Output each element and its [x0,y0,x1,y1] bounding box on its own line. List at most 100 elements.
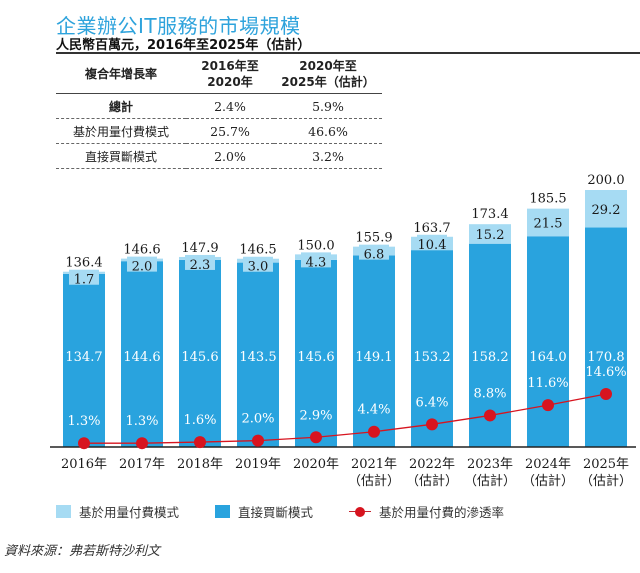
cagr-header-text: 2016年至 [201,59,259,73]
legend-item-penetration: 基於用量付費的滲透率 [349,502,504,521]
legend-label: 基於用量付費模式 [79,505,180,520]
bar-usage-label-bg [243,256,273,272]
bar-usage-label: 29.2 [592,203,621,218]
bar-buyout [237,262,279,447]
chart-title: 企業辦公IT服務的市場規模 [56,14,301,38]
penetration-point [252,434,264,447]
penetration-point [368,425,380,438]
bar-total-label: 147.9 [181,241,218,256]
cagr-header-period2: 2020年至 2025年（估計） [274,55,382,94]
cagr-value: 46.6% [308,123,348,139]
penetration-point [600,387,612,400]
penetration-label: 1.3% [67,414,100,429]
cagr-row-label: 直接買斷模式 [84,149,157,164]
x-tick-label: （估計） [464,473,516,489]
penetration-point [78,437,90,450]
x-tick-label: 2017年 [119,457,165,472]
bar-usage-label-bg [127,256,157,272]
bar-buyout-label: 153.2 [413,350,450,365]
bar-buyout [179,259,221,447]
cagr-value: 3.2% [312,148,344,164]
cagr-header-row: 複合年增長率 2016年至 2020年 2020年至 2025年（估計） [56,55,382,94]
bar-usage-label-bg [417,234,447,250]
bar-buyout [353,255,395,447]
bar-total-label: 155.9 [355,231,392,246]
cagr-header-text: 複合年增長率 [84,67,157,81]
penetration-label: 6.4% [415,395,448,410]
chart-subtitle: 人民幣百萬元，2016年至2025年（估計） [56,38,311,53]
x-tick-label: 2018年 [177,457,223,472]
penetration-label: 8.8% [473,386,506,401]
bar-buyout-label: 158.2 [471,350,508,365]
bar-usage-label: 15.2 [476,228,505,243]
bar-buyout-label: 145.6 [181,350,218,365]
x-tick-label: （估計） [522,473,574,489]
penetration-label: 11.6% [527,376,568,391]
cagr-value: 2.0% [214,148,246,164]
x-tick-label: 2021年 [351,457,397,472]
cagr-row-label: 基於用量付費模式 [72,124,169,139]
x-tick-label: （估計） [406,473,458,489]
bar-total-label: 200.0 [587,173,624,188]
line-dot-icon [349,506,372,518]
cagr-row-usage: 基於用量付費模式 25.7% 46.6% [56,119,382,144]
bar-buyout [295,259,337,447]
x-tick-label: （估計） [348,473,400,489]
bar-buyout-label: 145.6 [297,350,334,365]
bar-usage [527,208,569,237]
penetration-point [194,436,206,449]
bar-usage-label: 1.7 [74,273,95,288]
penetration-label: 1.6% [183,413,216,428]
cagr-row-label: 總計 [108,99,133,114]
cagr-value: 5.9% [312,98,344,114]
bar-usage-label-bg [301,252,331,268]
penetration-point [426,418,438,431]
penetration-label: 2.0% [241,412,274,427]
cagr-header-text: 2020年至 [299,59,357,73]
bar-usage-label: 6.8 [364,248,385,263]
bar-buyout-label: 170.8 [587,350,624,365]
cagr-header-text: 2025年（估計） [281,75,375,89]
legend-item-usage: 基於用量付費模式 [56,502,179,521]
cagr-row-total: 總計 2.4% 5.9% [56,94,382,119]
x-tick-label: 2020年 [293,457,339,472]
stacked-bar-chart: 1.7 136.4 134.7 1.3% 2016年 2.0 146.6 144.6 1.3% 2… [50,173,636,489]
bar-buyout-label: 143.5 [239,350,276,365]
x-tick-label: （估計） [580,473,632,489]
legend: 基於用量付費模式 直接買斷模式 基於用量付費的滲透率 [56,502,540,521]
bar-buyout-label: 149.1 [355,350,392,365]
penetration-label: 14.6% [585,365,626,380]
x-tick-label: 2022年 [409,457,455,472]
bar-usage-label: 10.4 [418,238,447,253]
bar-total-label: 146.6 [123,243,160,258]
penetration-label: 2.9% [299,408,332,423]
bar-total-label: 150.0 [297,238,334,253]
bar-total-label: 146.5 [239,243,276,258]
legend-swatch-buyout [215,505,231,518]
penetration-label: 1.3% [125,414,158,429]
cagr-value: 2.4% [214,98,246,114]
penetration-line [84,393,607,444]
bar-usage-label-bg [69,269,99,285]
bar-buyout [527,236,569,447]
bar-usage-label-bg [185,254,215,270]
bar-usage-label: 2.3 [190,258,211,273]
cagr-table: 複合年增長率 2016年至 2020年 2020年至 2025年（估計） 總計 2.… [56,55,382,169]
x-tick-label: 2024年 [525,457,571,472]
bar-total-label: 185.5 [529,192,566,207]
bar-usage-label: 4.3 [306,255,327,270]
penetration-point [484,409,496,422]
bar-usage-label: 3.0 [248,260,269,275]
bar-buyout-label: 134.7 [65,350,102,365]
bar-usage [469,224,511,244]
cagr-header-period1: 2016年至 2020年 [186,55,274,94]
legend-item-buyout: 直接買斷模式 [215,502,313,521]
bar-total-label: 136.4 [65,256,102,271]
bar-usage-label: 2.0 [132,260,153,275]
penetration-point [136,437,148,450]
bar-buyout [121,261,163,447]
bar-buyout [411,250,453,447]
bar-usage [585,190,627,228]
bar-total-label: 173.4 [471,207,508,222]
bar-usage-label: 21.5 [534,216,563,231]
